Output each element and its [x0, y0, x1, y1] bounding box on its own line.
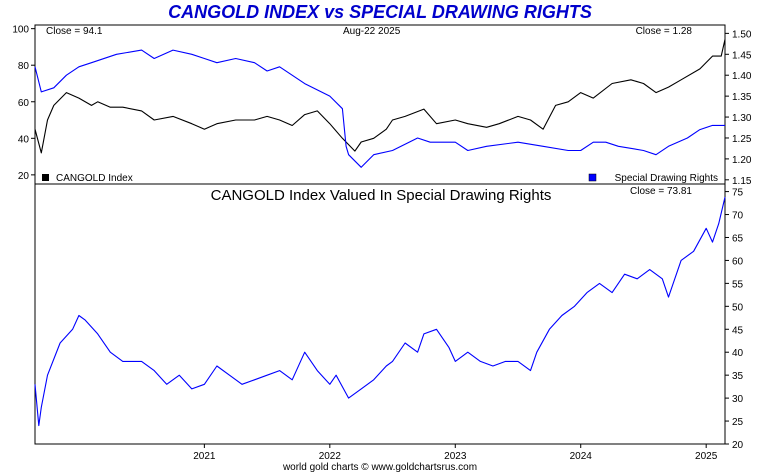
x-axis: 2021 2022 2023 2024 2025 — [193, 444, 718, 462]
x-tick-label: 2022 — [319, 451, 342, 462]
y-tick-label: 25 — [732, 417, 744, 428]
series-line-cangold — [34, 39, 726, 154]
lower-close-label: Close = 73.81 — [630, 186, 692, 197]
footer-credit: world gold charts © www.goldchartsrus.co… — [282, 462, 478, 473]
y-tick-label: 45 — [732, 325, 744, 336]
upper-left-axis: 20 40 60 80 100 — [12, 25, 35, 182]
x-tick-label: 2025 — [695, 451, 718, 462]
lower-right-axis: 20 25 30 35 40 45 50 55 60 65 70 75 — [725, 188, 744, 451]
series-line-cangold-in-sdr — [34, 196, 726, 427]
y-tick-label: 1.25 — [732, 134, 752, 145]
upper-close-left-label: Close = 94.1 — [46, 26, 103, 37]
upper-close-right-label: Close = 1.28 — [636, 26, 693, 37]
y-tick-label: 55 — [732, 279, 744, 290]
y-tick-label: 40 — [18, 134, 30, 145]
y-tick-label: 1.20 — [732, 155, 752, 166]
chart-title: CANGOLD INDEX vs SPECIAL DRAWING RIGHTS — [168, 2, 592, 22]
y-tick-label: 20 — [18, 171, 30, 182]
legend-label-cangold: CANGOLD Index — [56, 173, 133, 184]
legend-swatch-sdr — [588, 173, 597, 182]
legend-label-sdr: Special Drawing Rights — [615, 173, 718, 184]
y-tick-label: 1.15 — [732, 176, 752, 187]
x-tick-label: 2023 — [444, 451, 467, 462]
lower-subtitle: CANGOLD Index Valued In Special Drawing … — [211, 187, 552, 204]
y-tick-label: 30 — [732, 394, 744, 405]
lower-panel-frame — [34, 183, 726, 445]
y-tick-label: 60 — [732, 256, 744, 267]
y-tick-label: 1.50 — [732, 29, 752, 40]
y-tick-label: 80 — [18, 61, 30, 72]
y-tick-label: 60 — [18, 98, 30, 109]
y-tick-label: 40 — [732, 348, 744, 359]
y-tick-label: 35 — [732, 371, 744, 382]
y-tick-label: 20 — [732, 440, 744, 451]
upper-date-label: Aug-22 2025 — [343, 26, 401, 37]
series-line-sdr — [34, 49, 725, 168]
y-tick-label: 50 — [732, 302, 744, 313]
upper-right-axis: 1.15 1.20 1.25 1.30 1.35 1.40 1.45 1.50 — [725, 29, 752, 187]
upper-panel-frame — [34, 24, 726, 185]
y-tick-label: 70 — [732, 211, 744, 222]
x-tick-label: 2024 — [570, 451, 593, 462]
y-tick-label: 1.40 — [732, 71, 752, 82]
y-tick-label: 1.35 — [732, 92, 752, 103]
y-tick-label: 100 — [12, 25, 29, 36]
y-tick-label: 75 — [732, 188, 744, 199]
legend-swatch-cangold — [42, 174, 49, 181]
y-tick-label: 1.45 — [732, 50, 752, 61]
y-tick-label: 65 — [732, 233, 744, 244]
series-layer — [34, 39, 726, 427]
x-tick-label: 2021 — [193, 451, 216, 462]
y-tick-label: 1.30 — [732, 113, 752, 124]
